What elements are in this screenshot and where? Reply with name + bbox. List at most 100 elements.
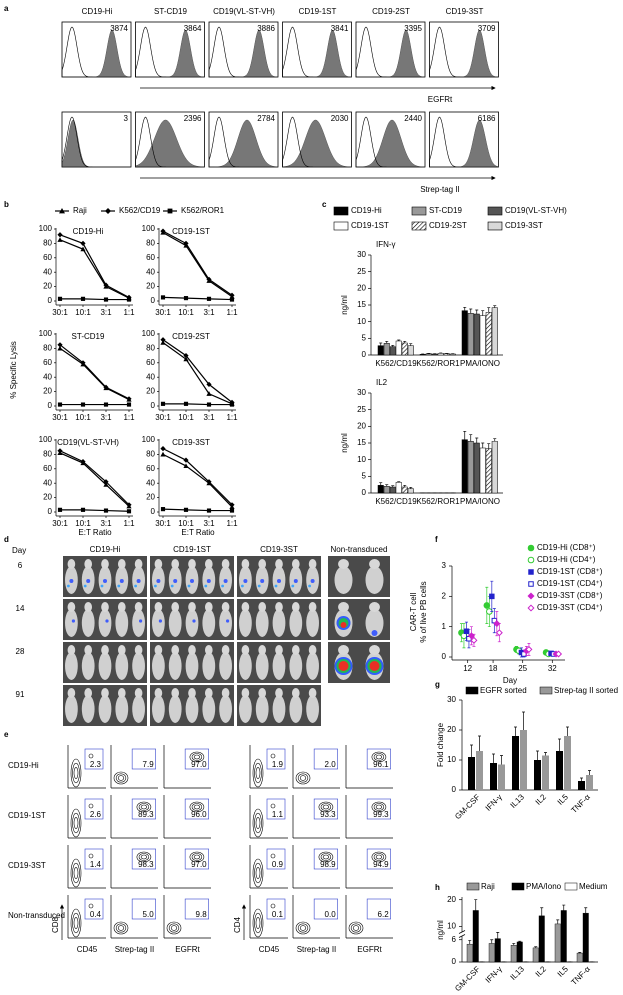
bioluminescence-signal — [187, 584, 191, 588]
error-bar — [492, 753, 495, 763]
y-tick-label: 15 — [357, 300, 366, 309]
bioluminescence-signal — [154, 584, 157, 588]
data-point — [183, 353, 189, 359]
data-point — [126, 402, 132, 407]
row-label: 91 — [16, 690, 25, 699]
contour — [252, 858, 264, 888]
bar — [512, 736, 519, 790]
legend-swatch — [333, 206, 349, 216]
bioluminescence-signal — [291, 584, 295, 588]
x-tick-label: 3:1 — [100, 413, 112, 422]
data-point — [103, 384, 109, 390]
mouse-head — [84, 688, 93, 698]
legend-marker — [527, 604, 535, 612]
error-bar — [536, 750, 539, 760]
legend-label: CD19-1ST (CD8⁺) — [537, 567, 603, 576]
gate-value: 0.1 — [272, 910, 284, 919]
series-line — [59, 344, 130, 400]
y-tick-label: 100 — [142, 224, 156, 233]
series-line — [163, 403, 232, 406]
mouse-head — [258, 559, 267, 569]
series-line — [60, 298, 129, 301]
contour — [189, 751, 205, 763]
mouse — [168, 609, 182, 637]
subplot-title: CD19-Hi — [73, 227, 104, 236]
x-tick-label: 30:1 — [52, 308, 68, 317]
data-point — [206, 479, 212, 485]
mouse-head — [221, 645, 230, 655]
mouse — [202, 609, 216, 637]
gate-value: 0.9 — [272, 860, 284, 869]
contour — [70, 758, 82, 788]
bar — [556, 751, 563, 790]
contour — [72, 862, 80, 884]
error-bar — [556, 919, 560, 924]
series-line — [60, 509, 130, 512]
gate-value: 97.0 — [191, 860, 207, 869]
sample-label: CD19-3ST — [446, 7, 484, 16]
error-bar — [580, 777, 583, 781]
legend-swatch — [511, 882, 525, 891]
bar — [395, 482, 402, 494]
bioluminescence-signal — [204, 584, 208, 588]
error-bar — [469, 434, 473, 442]
row-label: CD19-3ST — [8, 861, 46, 870]
data-point — [80, 402, 86, 407]
data-point — [103, 297, 109, 302]
x-tick-label: 30:1 — [155, 413, 171, 422]
contour — [297, 773, 309, 783]
control-histogram — [208, 116, 278, 168]
y-tick-label: 2 — [442, 591, 447, 600]
bar — [491, 441, 498, 494]
gate — [184, 848, 209, 870]
mouse-head — [338, 602, 349, 612]
contour — [375, 754, 383, 760]
gate — [313, 848, 338, 870]
gate — [184, 898, 209, 920]
legend-swatch — [333, 221, 349, 231]
mouse — [98, 695, 112, 723]
contour — [348, 921, 364, 935]
bar — [449, 353, 456, 356]
contour — [136, 851, 152, 863]
mouse — [289, 695, 303, 723]
control-histogram — [208, 26, 278, 78]
gate — [84, 848, 104, 870]
legend-label: PMA/Iono — [526, 882, 562, 891]
gate-value: 2.6 — [90, 810, 102, 819]
mouse — [185, 652, 199, 680]
mouse — [132, 609, 145, 637]
mouse-head — [221, 559, 230, 569]
data-point — [206, 381, 212, 387]
data-point — [206, 276, 212, 282]
x-tick-label: 10:1 — [75, 308, 91, 317]
data-point — [57, 507, 63, 512]
error-bar — [474, 899, 478, 911]
gate-value: 6.2 — [378, 910, 390, 919]
gate — [184, 798, 209, 820]
subplot-title: ST-CD19 — [72, 332, 105, 341]
x-tick-label: IL2 — [534, 964, 549, 979]
row-label: 6 — [18, 561, 23, 570]
row-label: CD19-Hi — [8, 761, 39, 770]
mouse — [168, 695, 182, 723]
error-bar — [475, 437, 479, 443]
error-bar — [391, 344, 395, 347]
y-tick-label: 10 — [447, 922, 456, 931]
data-point — [80, 459, 86, 465]
mouse — [152, 695, 165, 723]
contour — [88, 753, 94, 759]
data-point — [229, 297, 235, 302]
bioluminescence-signal — [156, 579, 161, 583]
bioluminescence-signal — [71, 619, 75, 623]
axis-label: Strep-tag II — [297, 945, 337, 954]
mouse — [219, 652, 232, 680]
legend-swatch — [539, 686, 553, 695]
sample-label: CD19-2ST — [372, 7, 410, 16]
subplot-title: CD19-2ST — [172, 332, 210, 341]
data-point — [206, 508, 212, 513]
mouse-head — [101, 559, 109, 569]
mfi-value: 6186 — [478, 114, 496, 123]
error-bar — [409, 343, 413, 346]
x-tick-label: 30:1 — [52, 413, 68, 422]
